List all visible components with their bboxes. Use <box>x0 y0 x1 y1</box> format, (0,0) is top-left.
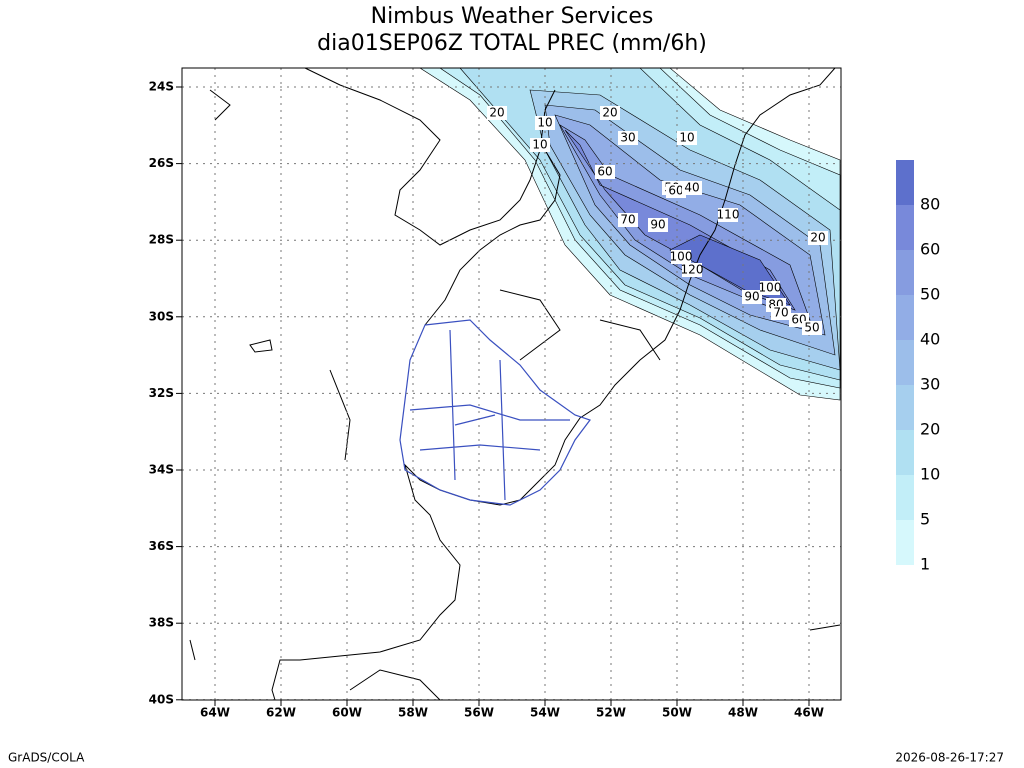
lat-label: 24S <box>149 80 174 94</box>
colorbar-label: 5 <box>920 510 930 529</box>
contour-label-bg <box>682 181 702 195</box>
lat-label: 40S <box>149 692 174 706</box>
contour-label-bg <box>618 131 638 145</box>
border <box>424 149 561 326</box>
contour-label-bg <box>802 321 822 335</box>
contour-label: 30 <box>620 131 635 145</box>
contour-label-bg <box>771 306 791 320</box>
map-lines <box>189 67 841 701</box>
contour-label: 60 <box>668 184 683 198</box>
contour-label-bg <box>535 116 555 130</box>
coastline <box>271 67 836 701</box>
colorbar-box <box>896 520 914 565</box>
footer-right: 2026-08-26-17:27 <box>895 751 1004 765</box>
contour-label: 60 <box>597 165 612 179</box>
colorbar-box <box>896 475 914 520</box>
lon-label: 64W <box>200 706 230 720</box>
lon-label: 46W <box>794 706 824 720</box>
lon-label: 58W <box>398 706 428 720</box>
contour-label-bg <box>648 218 668 232</box>
contour-label: 10 <box>532 138 547 152</box>
colorbar-label: 60 <box>920 240 940 259</box>
colorbar-label: 1 <box>920 555 930 574</box>
contour-label: 20 <box>489 106 504 120</box>
lon-label: 54W <box>530 706 560 720</box>
title: Nimbus Weather Services <box>371 4 654 29</box>
precip-fills <box>418 67 841 401</box>
colorbar-label: 10 <box>920 465 940 484</box>
contour-label-bg <box>487 106 507 120</box>
lon-label: 50W <box>662 706 692 720</box>
lat-label: 38S <box>149 616 174 630</box>
title: dia01SEP06Z TOTAL PREC (mm/6h) <box>317 31 707 56</box>
lat-label: 28S <box>149 233 174 247</box>
contour-label: 110 <box>717 208 740 222</box>
colorbar-box <box>896 340 914 385</box>
contour-label: 10 <box>537 116 552 130</box>
lon-label: 52W <box>596 706 626 720</box>
lat-label: 30S <box>149 309 174 323</box>
contour-label-bg <box>618 213 638 227</box>
lon-label: 48W <box>728 706 758 720</box>
colorbar-label: 50 <box>920 285 940 304</box>
lat-label: 32S <box>149 386 174 400</box>
border <box>304 67 556 246</box>
contour-label: 20 <box>810 231 825 245</box>
contour-zero <box>189 89 841 701</box>
contour-label: 70 <box>773 306 788 320</box>
colorbar-box <box>896 250 914 295</box>
colorbar-box <box>896 430 914 475</box>
colorbar-box <box>896 160 914 205</box>
contour-label-bg <box>760 281 780 295</box>
contour-label: 90 <box>650 218 665 232</box>
contour-label: 20 <box>602 106 617 120</box>
colorbar-box <box>896 205 914 250</box>
colorbar-label: 80 <box>920 195 940 214</box>
contour-label: 50 <box>804 321 819 335</box>
contour-label-bg <box>530 138 550 152</box>
lon-label: 60W <box>332 706 362 720</box>
colorbar-label: 30 <box>920 375 940 394</box>
contour-label-bg <box>595 165 615 179</box>
contour-label-bg <box>600 106 620 120</box>
contour-label: 10 <box>679 131 694 145</box>
uruguay-border <box>399 319 591 506</box>
footer-left: GrADS/COLA <box>8 751 85 765</box>
contour-label-bg <box>677 131 697 145</box>
lat-label: 36S <box>149 539 174 553</box>
colorbar-label: 40 <box>920 330 940 349</box>
contour-label: 40 <box>684 181 699 195</box>
contour-label: 100 <box>759 281 782 295</box>
colorbar-label: 20 <box>920 420 940 439</box>
lon-label: 62W <box>266 706 296 720</box>
lat-label: 26S <box>149 156 174 170</box>
contour-label: 100 <box>670 250 693 264</box>
lat-label: 34S <box>149 463 174 477</box>
contour-label-bg <box>742 290 762 304</box>
contour-label-bg <box>682 263 702 277</box>
colorbar-box <box>896 295 914 340</box>
contour-label: 120 <box>681 263 704 277</box>
contour-label: 70 <box>620 213 635 227</box>
map-frame <box>181 67 842 701</box>
contour-label-bg <box>808 231 828 245</box>
contour-label-bg <box>671 250 691 264</box>
contour-label-bg <box>666 184 686 198</box>
colorbar-box <box>896 385 914 430</box>
lon-label: 56W <box>464 706 494 720</box>
contour-label: 90 <box>744 290 759 304</box>
contour-label-bg <box>718 208 738 222</box>
